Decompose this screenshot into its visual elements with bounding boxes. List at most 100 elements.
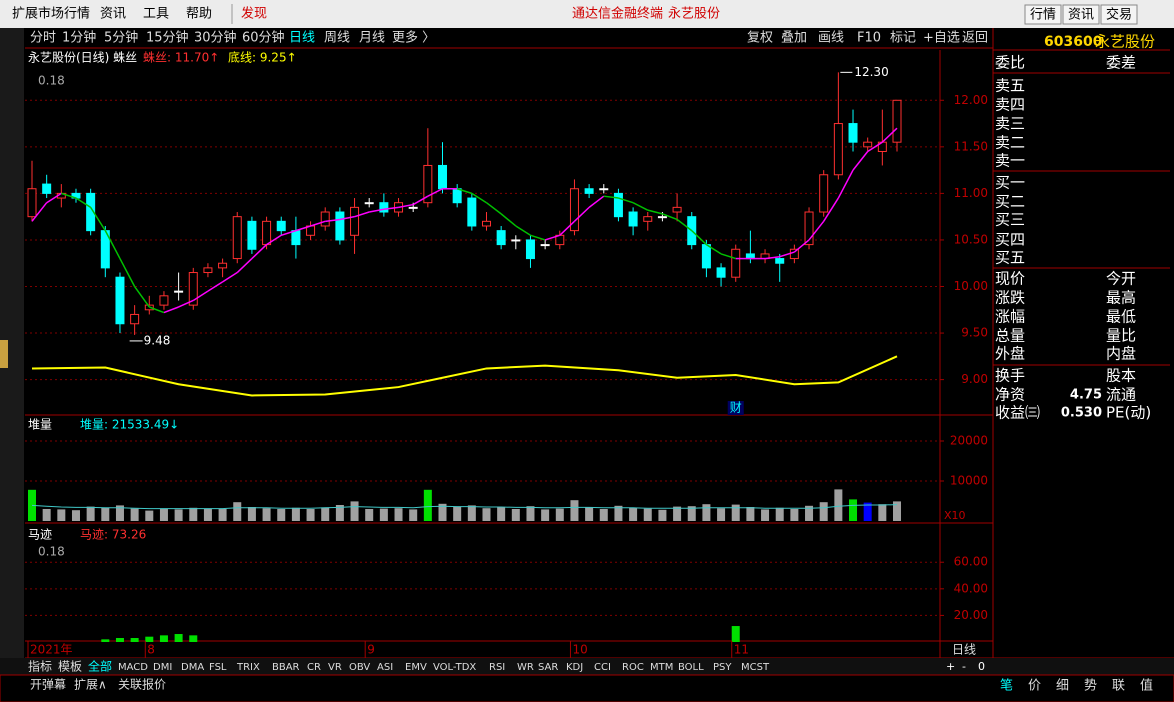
indicator-tab[interactable]: WR bbox=[517, 662, 534, 673]
indicator-tab[interactable]: RSI bbox=[489, 662, 505, 673]
status-button[interactable]: 开弹幕 bbox=[30, 678, 66, 692]
quote-label: 现价 bbox=[995, 270, 1025, 288]
period-tab[interactable]: 15分钟 bbox=[146, 30, 189, 46]
indicator-tab[interactable]: VR bbox=[328, 662, 342, 673]
tool-button[interactable]: +自选 bbox=[923, 31, 960, 46]
status-button[interactable]: 关联报价 bbox=[118, 677, 166, 692]
indicator-tab[interactable]: MCST bbox=[741, 662, 770, 673]
zoom-button[interactable]: 0 bbox=[978, 660, 985, 673]
indicator-tab[interactable]: BOLL bbox=[678, 662, 704, 673]
candle-body bbox=[775, 258, 785, 264]
indicator-tab[interactable]: OBV bbox=[349, 662, 370, 673]
bar bbox=[775, 507, 784, 521]
tool-button[interactable]: 复权 bbox=[747, 30, 773, 46]
menu-button[interactable] bbox=[1100, 4, 1138, 25]
panel-title: 永艺股份(日线) 蛛丝 bbox=[28, 50, 137, 65]
indicator-tab[interactable]: TRIX bbox=[236, 662, 260, 673]
menu-item[interactable]: 帮助 bbox=[186, 7, 212, 22]
indicator-tab[interactable]: 指标 bbox=[28, 659, 52, 674]
indicator-tab[interactable]: 全部 bbox=[88, 659, 112, 674]
indicator-tab[interactable]: CR bbox=[307, 662, 321, 673]
zoom-button[interactable]: + bbox=[946, 660, 955, 673]
candle-body bbox=[657, 216, 667, 219]
tool-button[interactable]: 标记 bbox=[890, 31, 916, 46]
quote-label: 买三 bbox=[995, 211, 1025, 229]
event-label[interactable]: 财 bbox=[730, 401, 742, 415]
period-tab[interactable]: 5分钟 bbox=[104, 30, 138, 46]
y-tick-label: 10.00 bbox=[954, 279, 988, 293]
indicator-tab[interactable]: DMA bbox=[181, 662, 204, 673]
bar bbox=[409, 509, 418, 521]
status-tab[interactable]: 联 bbox=[1112, 679, 1125, 694]
bar bbox=[482, 508, 491, 521]
y-tick-label: 11.00 bbox=[954, 186, 988, 200]
indicator-tab[interactable]: VOL-TDX bbox=[433, 662, 476, 673]
zhusi-line bbox=[295, 225, 311, 232]
indicator-tab[interactable]: BBAR bbox=[272, 662, 300, 673]
tool-button[interactable]: 返回 bbox=[962, 31, 988, 46]
period-tab[interactable]: 周线 bbox=[324, 31, 350, 46]
indicator-tab[interactable]: FSL bbox=[209, 662, 227, 673]
event-marker[interactable] bbox=[727, 401, 744, 415]
menu-item[interactable]: 工具 bbox=[143, 7, 169, 22]
period-tab[interactable]: 30分钟 bbox=[194, 30, 237, 46]
zhusi-line bbox=[500, 213, 517, 227]
period-tab[interactable]: 更多 〉 bbox=[392, 30, 435, 46]
quote-label: 买一 bbox=[995, 174, 1025, 192]
zhusi-line bbox=[236, 258, 253, 274]
quote-label: 总量 bbox=[995, 327, 1025, 345]
bar bbox=[585, 507, 594, 521]
indicator-tab[interactable]: DMI bbox=[153, 662, 172, 673]
status-tab[interactable]: 笔 bbox=[1000, 678, 1013, 694]
candle-body bbox=[364, 202, 374, 205]
zhusi-line bbox=[647, 209, 663, 215]
menu-button-label[interactable]: 行情 bbox=[1030, 8, 1056, 23]
period-tab[interactable]: 分时 bbox=[30, 31, 56, 46]
menu-item[interactable]: 发现 bbox=[241, 6, 267, 22]
status-button[interactable]: 扩展∧ bbox=[74, 678, 107, 692]
menu-button-label[interactable]: 资讯 bbox=[1068, 8, 1094, 23]
tool-button[interactable]: F10 bbox=[857, 31, 881, 46]
menu-item[interactable]: 资讯 bbox=[100, 7, 126, 22]
candle-body bbox=[584, 188, 594, 194]
status-tab[interactable]: 价 bbox=[1028, 679, 1041, 694]
indicator-tab[interactable]: CCI bbox=[594, 662, 611, 673]
zoom-button[interactable]: - bbox=[962, 660, 966, 673]
candle-body bbox=[804, 211, 814, 246]
indicator-tab[interactable]: 模板 bbox=[58, 660, 82, 674]
menu-button[interactable] bbox=[1024, 4, 1062, 25]
indicator-tab[interactable]: MTM bbox=[650, 662, 673, 673]
period-tab[interactable]: 1分钟 bbox=[62, 30, 96, 46]
status-tab[interactable]: 势 bbox=[1084, 678, 1097, 694]
bar bbox=[453, 507, 462, 521]
tool-button[interactable]: 画线 bbox=[818, 31, 844, 46]
bar bbox=[159, 635, 168, 642]
zhusi-line bbox=[31, 202, 48, 222]
legend-label: 蛛丝: 11.70↑ bbox=[143, 50, 219, 65]
menu-button[interactable] bbox=[1062, 4, 1100, 25]
quote-value: 0.530 bbox=[1061, 406, 1102, 421]
candle-body bbox=[481, 220, 491, 227]
indicator-tab[interactable]: ROC bbox=[622, 662, 644, 673]
menu-button-label[interactable]: 交易 bbox=[1106, 7, 1132, 23]
indicator-tab[interactable]: ASI bbox=[377, 662, 393, 673]
indicator-tab[interactable]: KDJ bbox=[566, 662, 583, 673]
status-tab[interactable]: 值 bbox=[1140, 678, 1153, 694]
period-tab[interactable]: 月线 bbox=[359, 31, 385, 46]
candle-body bbox=[423, 164, 433, 204]
indicator-tab[interactable]: EMV bbox=[405, 662, 427, 673]
bar bbox=[130, 638, 139, 642]
tool-button[interactable]: 叠加 bbox=[781, 31, 807, 46]
bar bbox=[790, 509, 799, 521]
indicator-tab[interactable]: SAR bbox=[538, 662, 558, 673]
menu-item[interactable]: 扩展市场行情 bbox=[12, 6, 90, 22]
period-tab[interactable]: 日线 bbox=[289, 31, 315, 46]
status-tab[interactable]: 细 bbox=[1056, 679, 1069, 694]
period-tab[interactable]: 60分钟 bbox=[242, 30, 285, 46]
indicator-tab[interactable]: PSY bbox=[713, 662, 732, 673]
indicator-tab[interactable]: MACD bbox=[118, 662, 148, 673]
bar bbox=[350, 501, 359, 521]
bar bbox=[805, 505, 814, 521]
side-handle[interactable] bbox=[0, 340, 8, 368]
candle-body bbox=[863, 141, 873, 148]
